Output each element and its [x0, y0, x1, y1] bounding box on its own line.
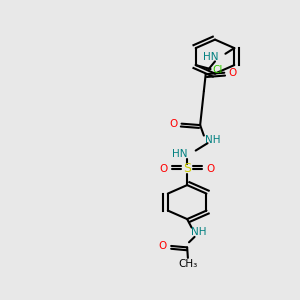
Text: HN: HN [172, 149, 187, 159]
Text: O: O [159, 164, 167, 174]
Text: S: S [183, 162, 191, 175]
Text: O: O [169, 119, 178, 129]
Text: O: O [207, 164, 215, 174]
Text: NH: NH [205, 135, 220, 145]
Text: NH: NH [191, 227, 207, 237]
Text: Cl: Cl [213, 65, 223, 75]
Text: O: O [158, 241, 166, 251]
Text: O: O [228, 68, 237, 78]
Text: CH₃: CH₃ [178, 259, 197, 269]
Text: HN: HN [203, 52, 219, 62]
